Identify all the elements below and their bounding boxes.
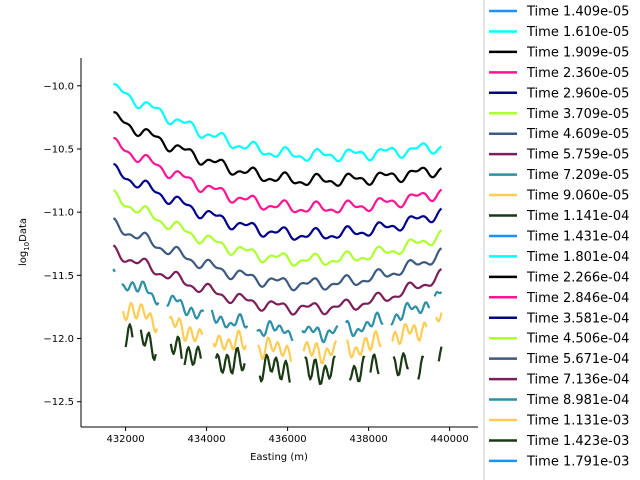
series-line [113, 111, 443, 187]
plot-area [112, 83, 443, 386]
legend-label: Time 2.960e-05 [526, 86, 629, 101]
legend-label: Time 1.801e-04 [526, 250, 629, 265]
x-tick-label: 440000 [431, 434, 469, 445]
legend-label: Time 7.136e-04 [526, 373, 629, 388]
x-tick-label: 438000 [350, 434, 388, 445]
series-line [113, 163, 443, 241]
x-axis-label: Easting (m) [250, 452, 308, 463]
y-axis-label-subscript: 10 [23, 242, 31, 251]
y-axis-label-prefix: log [18, 251, 29, 266]
y-tick-label: −12.0 [43, 334, 74, 345]
x-tick-label: 436000 [269, 434, 307, 445]
y-tick-label: −11.5 [43, 271, 74, 282]
legend-label: Time 4.506e-04 [526, 332, 629, 347]
series-line [113, 189, 443, 267]
legend-label: Time 7.209e-05 [526, 168, 629, 183]
legend-label: Time 1.409e-05 [526, 5, 629, 20]
legend-label: Time 2.360e-05 [526, 66, 629, 81]
series-line [112, 217, 443, 292]
legend-label: Time 5.671e-04 [526, 352, 629, 367]
legend-label: Time 1.141e-04 [526, 209, 629, 224]
legend-label: Time 3.709e-05 [526, 107, 629, 122]
legend-label: Time 8.981e-04 [526, 393, 629, 408]
x-tick-label: 434000 [187, 434, 225, 445]
legend-label: Time 1.791e-03 [526, 454, 629, 469]
legend-label: Time 1.131e-03 [526, 414, 629, 429]
legend: Time 1.409e-05 Time 1.610e-05 Time 1.909e-… [483, 0, 640, 480]
legend-label: Time 1.909e-05 [526, 45, 629, 60]
series-line [124, 323, 443, 386]
y-tick-label: −11.0 [43, 208, 74, 219]
legend-label: Time 5.759e-05 [526, 148, 629, 163]
series-line [112, 244, 443, 316]
legend-label: Time 3.581e-04 [526, 311, 629, 326]
x-tick-label: 432000 [106, 434, 144, 445]
y-axis-label-suffix: Data [18, 218, 29, 242]
axes [80, 58, 478, 428]
series-line [112, 268, 443, 344]
y-axis-label: log10Data [18, 218, 31, 266]
legend-label: Time 1.431e-04 [526, 229, 629, 244]
legend-label: Time 1.610e-05 [526, 25, 629, 40]
legend-label: Time 2.266e-04 [526, 270, 629, 285]
y-ticks: −10.0 −10.5 −11.0 −11.5 −12.0 −12.5 [43, 81, 81, 408]
legend-label: Time 1.423e-03 [526, 434, 629, 449]
series-line [112, 83, 443, 163]
y-tick-label: −12.5 [43, 397, 74, 408]
x-ticks: 432000 434000 436000 438000 440000 [106, 427, 469, 445]
series-line [113, 137, 443, 214]
series-line [121, 301, 443, 365]
y-tick-label: −10.0 [43, 81, 74, 92]
y-tick-label: −10.5 [43, 144, 74, 155]
legend-label: Time 4.609e-05 [526, 127, 629, 142]
legend-label: Time 9.060e-05 [526, 189, 629, 204]
legend-label: Time 2.846e-04 [526, 291, 629, 306]
